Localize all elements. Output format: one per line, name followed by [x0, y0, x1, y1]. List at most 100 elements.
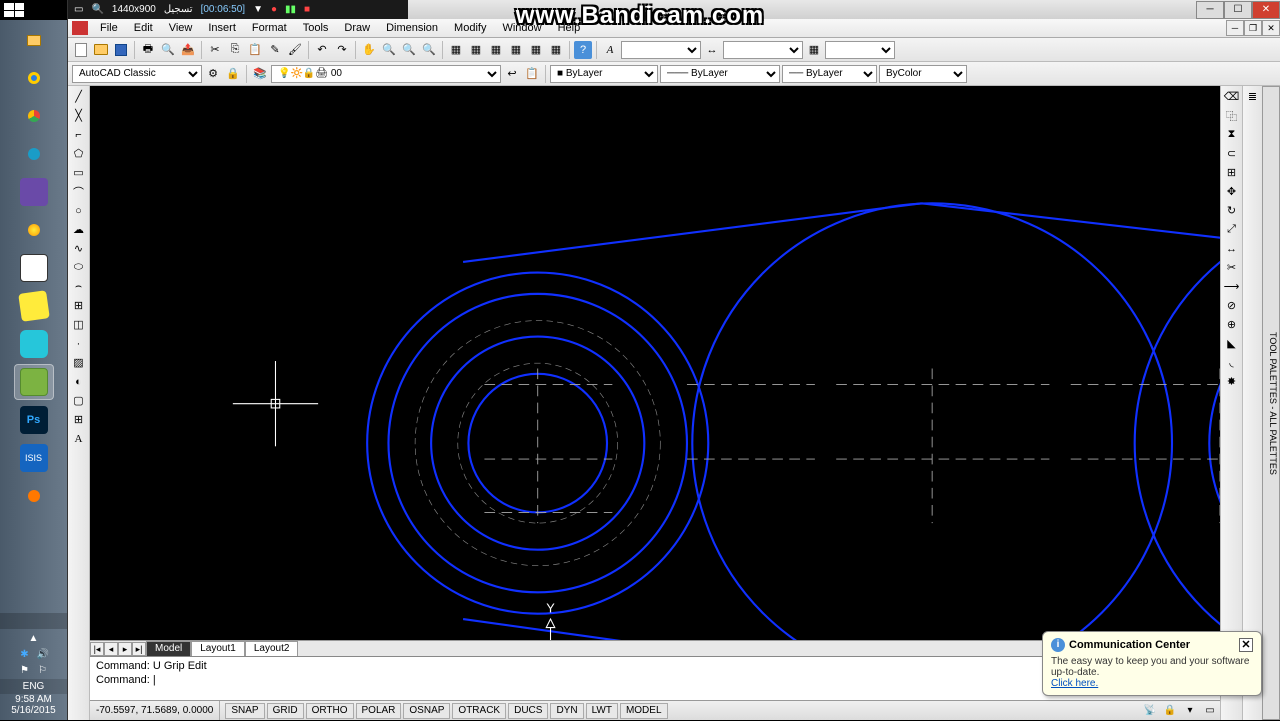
- tablestyle-select[interactable]: [825, 41, 895, 59]
- props-button[interactable]: ▦: [447, 41, 465, 59]
- dimstyle-select[interactable]: [723, 41, 803, 59]
- line-tool[interactable]: ╱: [70, 88, 88, 105]
- status-toggle-dyn[interactable]: DYN: [550, 703, 583, 719]
- redo-button[interactable]: ↷: [333, 41, 351, 59]
- zoom-rt-button[interactable]: 🔍: [380, 41, 398, 59]
- action-icon[interactable]: ⚐: [37, 665, 49, 677]
- taskbar-app-chrome[interactable]: [14, 98, 54, 134]
- menu-modify[interactable]: Modify: [446, 22, 494, 34]
- maximize-button[interactable]: ☐: [1224, 1, 1252, 19]
- bandicam-stop-icon[interactable]: ■: [304, 4, 310, 15]
- tab-layout1[interactable]: Layout1: [191, 641, 245, 656]
- taskbar-app-photoshop[interactable]: Ps: [14, 402, 54, 438]
- array-tool[interactable]: ⊞: [1223, 164, 1241, 181]
- table-tool[interactable]: ⊞: [70, 411, 88, 428]
- lineweight-select[interactable]: ── ByLayer: [782, 65, 877, 83]
- undo-button[interactable]: ↶: [313, 41, 331, 59]
- status-toggle-grid[interactable]: GRID: [267, 703, 304, 719]
- tray-toggle-icon[interactable]: ▾: [1182, 703, 1198, 719]
- rectangle-tool[interactable]: ▭: [70, 164, 88, 181]
- point-tool[interactable]: ·: [70, 335, 88, 352]
- workspace-select[interactable]: AutoCAD Classic: [72, 65, 202, 83]
- region-tool[interactable]: ▢: [70, 392, 88, 409]
- scale-tool[interactable]: ⤢: [1223, 221, 1241, 238]
- rotate-tool[interactable]: ↻: [1223, 202, 1241, 219]
- tool-palettes-tab[interactable]: TOOL PALETTES - ALL PALETTES: [1262, 86, 1280, 720]
- tab-last[interactable]: ▸|: [132, 642, 146, 656]
- fillet-tool[interactable]: ◟: [1223, 354, 1241, 371]
- tablestyle-icon[interactable]: ▦: [805, 41, 823, 59]
- xline-tool[interactable]: ╳: [70, 107, 88, 124]
- mirror-tool[interactable]: ⧗: [1223, 126, 1241, 143]
- mdi-minimize[interactable]: ─: [1226, 20, 1244, 36]
- trim-tool[interactable]: ✂: [1223, 259, 1241, 276]
- textstyle-icon[interactable]: A: [601, 41, 619, 59]
- textstyle-select[interactable]: [621, 41, 701, 59]
- break-tool[interactable]: ⊘: [1223, 297, 1241, 314]
- minimize-button[interactable]: ─: [1196, 1, 1224, 19]
- bandicam-rec-icon[interactable]: ●: [271, 4, 277, 15]
- zoom-prev-button[interactable]: 🔍: [420, 41, 438, 59]
- save-button[interactable]: [112, 41, 130, 59]
- coordinates[interactable]: -70.5597, 71.5689, 0.0000: [90, 701, 220, 720]
- status-toggle-lwt[interactable]: LWT: [586, 703, 618, 719]
- hatch-tool[interactable]: ▨: [70, 354, 88, 371]
- explode-tool[interactable]: ✸: [1223, 373, 1241, 390]
- brush-button[interactable]: 🖌: [286, 41, 304, 59]
- copy-tool[interactable]: ⿻: [1223, 107, 1241, 124]
- cut-button[interactable]: ✂: [206, 41, 224, 59]
- ellipse-tool[interactable]: ⬭: [70, 259, 88, 276]
- clock-time[interactable]: 9:58 AM: [0, 694, 67, 705]
- pan-button[interactable]: ✋: [360, 41, 378, 59]
- help-button[interactable]: ?: [574, 41, 592, 59]
- taskbar-app-notes[interactable]: [14, 288, 54, 324]
- status-toggle-polar[interactable]: POLAR: [356, 703, 402, 719]
- taskbar-app-isis[interactable]: ISIS: [14, 440, 54, 476]
- ws-lock-button[interactable]: 🔒: [224, 65, 242, 83]
- taskbar-app-generic3[interactable]: [14, 212, 54, 248]
- taskbar-app-generic4[interactable]: [14, 326, 54, 362]
- close-button[interactable]: ✕: [1252, 1, 1280, 19]
- status-toggle-osnap[interactable]: OSNAP: [403, 703, 450, 719]
- mdi-restore[interactable]: ❐: [1244, 20, 1262, 36]
- mdi-close[interactable]: ✕: [1262, 20, 1280, 36]
- move-tool[interactable]: ✥: [1223, 183, 1241, 200]
- paste-button[interactable]: 📋: [246, 41, 264, 59]
- menu-insert[interactable]: Insert: [200, 22, 244, 34]
- block-tool[interactable]: ◫: [70, 316, 88, 333]
- extend-tool[interactable]: ⟶: [1223, 278, 1241, 295]
- tab-prev[interactable]: ◂: [104, 642, 118, 656]
- menu-format[interactable]: Format: [244, 22, 295, 34]
- print-button[interactable]: 🖶: [139, 41, 157, 59]
- linetype-select[interactable]: ─── ByLayer: [660, 65, 780, 83]
- taskbar-app-generic2[interactable]: [14, 174, 54, 210]
- bandicam-pause-icon[interactable]: ▮▮: [285, 4, 296, 15]
- offset-tool[interactable]: ⊂: [1223, 145, 1241, 162]
- copy-button[interactable]: ⎘: [226, 41, 244, 59]
- ws-settings-button[interactable]: ⚙: [204, 65, 222, 83]
- menu-view[interactable]: View: [161, 22, 201, 34]
- drawing-canvas[interactable]: XY: [90, 86, 1220, 640]
- layer-states-button[interactable]: 📋: [523, 65, 541, 83]
- status-toggle-snap[interactable]: SNAP: [225, 703, 264, 719]
- taskbar-app-generic1[interactable]: [14, 136, 54, 172]
- tab-model[interactable]: Model: [146, 641, 191, 656]
- menu-edit[interactable]: Edit: [126, 22, 161, 34]
- status-toggle-model[interactable]: MODEL: [620, 703, 668, 719]
- erase-tool[interactable]: ⌫: [1223, 88, 1241, 105]
- arc-tool[interactable]: ⌒: [70, 183, 88, 200]
- lock-icon[interactable]: 🔒: [1162, 703, 1178, 719]
- menu-tools[interactable]: Tools: [295, 22, 337, 34]
- tpalette-button[interactable]: ▦: [487, 41, 505, 59]
- status-toggle-ortho[interactable]: ORTHO: [306, 703, 354, 719]
- match-button[interactable]: ✎: [266, 41, 284, 59]
- mtext-tool[interactable]: A: [70, 430, 88, 447]
- network-icon[interactable]: ⚑: [19, 665, 31, 677]
- revcloud-tool[interactable]: ☁: [70, 221, 88, 238]
- taskbar-app-ie[interactable]: [14, 60, 54, 96]
- menu-draw[interactable]: Draw: [336, 22, 378, 34]
- tab-first[interactable]: |◂: [90, 642, 104, 656]
- comm-center-icon[interactable]: 📡: [1142, 703, 1158, 719]
- volume-icon[interactable]: 🔊: [37, 649, 49, 661]
- lang-indicator[interactable]: ENG: [0, 679, 67, 694]
